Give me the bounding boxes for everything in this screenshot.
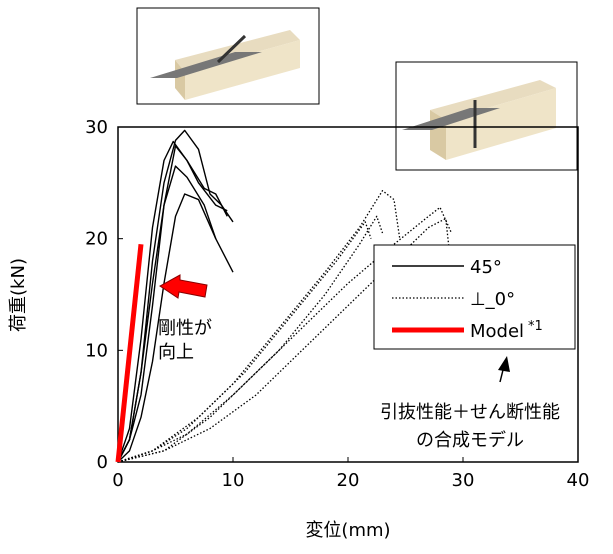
annotation: 引抜性能＋せん断性能 — [380, 402, 560, 423]
x-axis-label: 変位(mm) — [305, 520, 390, 541]
annotation-arrow — [160, 275, 207, 298]
specimen-image — [137, 8, 319, 104]
x-tick-label: 30 — [452, 470, 475, 491]
legend-label: 45° — [470, 257, 502, 278]
chart: 変位(mm) 荷重(kN) 010203040010203045°⊥_0°Mod… — [0, 0, 613, 550]
y-axis-label: 荷重(kN) — [8, 258, 29, 332]
x-tick-label: 40 — [567, 470, 590, 491]
y-tick-label: 20 — [85, 229, 108, 250]
legend-label: ⊥_0° — [470, 289, 515, 310]
annotation: 向上 — [158, 342, 194, 363]
y-tick-label: 0 — [97, 452, 108, 473]
y-tick-label: 30 — [85, 117, 108, 138]
annotation: の合成モデル — [416, 430, 524, 451]
y-tick-label: 10 — [85, 340, 108, 361]
annotation-arrow — [498, 356, 510, 372]
x-tick-label: 10 — [222, 470, 245, 491]
annotation: 剛性が — [158, 318, 212, 339]
legend-note: *1 — [528, 319, 543, 334]
x-tick-label: 20 — [337, 470, 360, 491]
specimen-image — [396, 62, 577, 170]
x-tick-label: 0 — [112, 470, 123, 491]
